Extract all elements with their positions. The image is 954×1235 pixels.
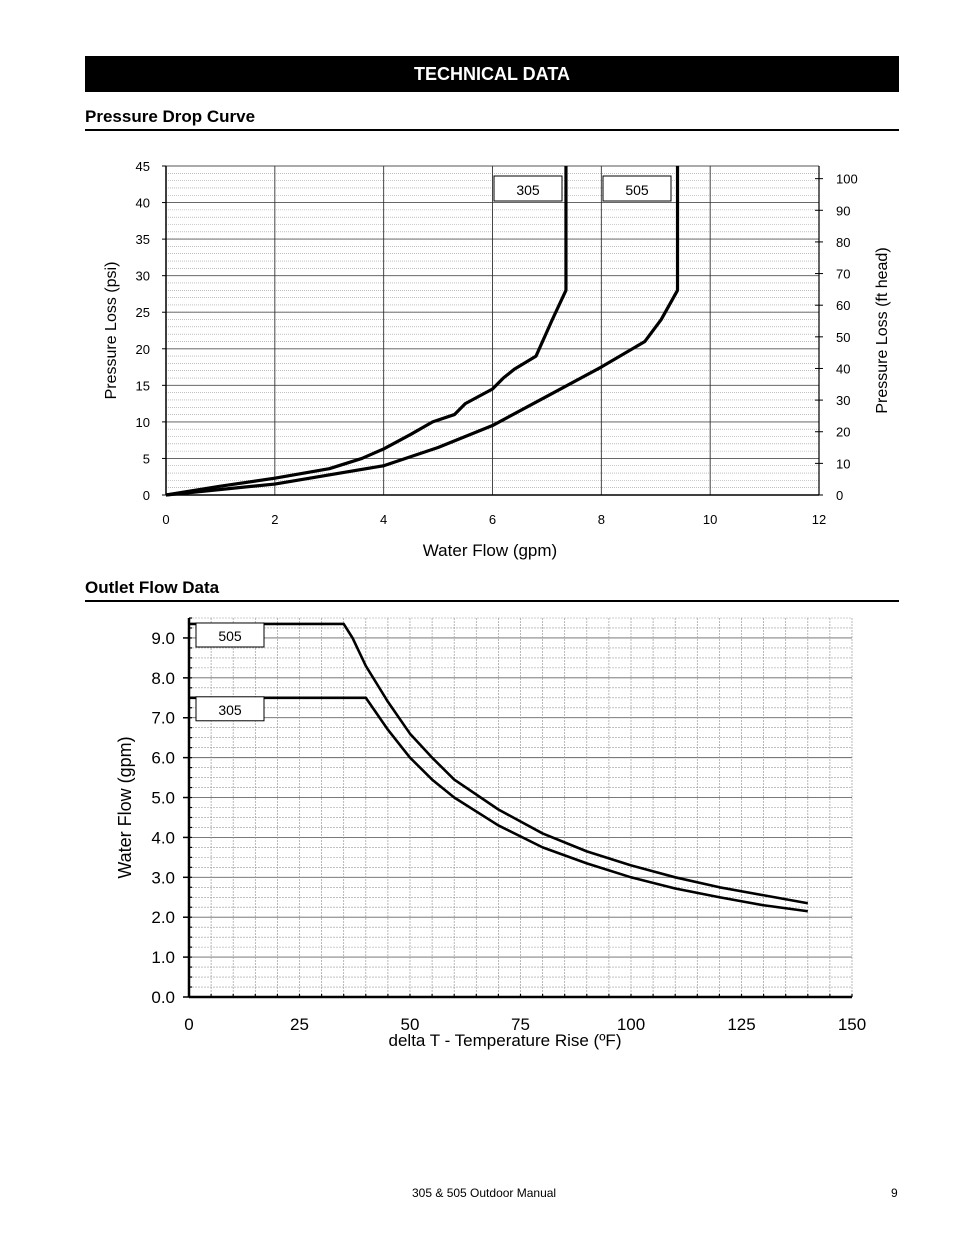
- chart1-x-tick-label: 4: [380, 512, 387, 527]
- chart1-y2-tick-label: 60: [836, 298, 850, 313]
- chart1-y-tick-label: 15: [136, 378, 150, 393]
- chart2-y-tick-label: 6.0: [151, 749, 175, 768]
- chart1-y-tick-label: 35: [136, 232, 150, 247]
- chart1-y-tick-label: 45: [136, 159, 150, 174]
- chart2-ticks: 0.0 1.0 2.0 3.0 4.0 5.0 6.0 7.0 8.0 9.0 0 25 50 75 100…: [151, 617, 866, 1034]
- chart2-grid: [187, 617, 853, 999]
- section-banner: TECHNICAL DATA: [85, 56, 899, 92]
- chart2-series-505: [189, 622, 809, 905]
- chart1-y-tick-label: 25: [136, 305, 150, 320]
- page-number: 9: [891, 1186, 898, 1200]
- chart1-legend-label-305: 305: [516, 182, 540, 198]
- chart2-legend-box-505: [195, 622, 265, 648]
- chart2-y-tick-label: 7.0: [151, 709, 175, 728]
- chart2-x-tick-label: 50: [401, 1015, 420, 1034]
- chart2-y-tick-label: 3.0: [151, 868, 175, 887]
- chart1-series: [165, 166, 680, 497]
- chart1-y-tick-label: 30: [136, 269, 150, 284]
- chart1-y-tick-label: 10: [136, 415, 150, 430]
- pressure-drop-chart: 0510152025303540450102030405060708090100…: [103, 159, 891, 560]
- chart1-series-305: [165, 166, 568, 497]
- chart1-y-tick-label: 20: [136, 342, 150, 357]
- chart2-y-axis-title: Water Flow (gpm): [115, 736, 135, 878]
- chart2-y-tick-label: 9.0: [151, 629, 175, 648]
- chart1-y2-tick-label: 90: [836, 203, 850, 218]
- chart1-y-tick-label: 0: [143, 488, 150, 503]
- chart1-y2-tick-label: 50: [836, 330, 850, 345]
- chart1-ticks: 0510152025303540450102030405060708090100…: [136, 159, 858, 527]
- outlet-flow-chart: 0.0 1.0 2.0 3.0 4.0 5.0 6.0 7.0 8.0 9.0 0 25 50 75 100…: [115, 617, 866, 1050]
- chart1-x-tick-label: 0: [162, 512, 169, 527]
- banner-title: TECHNICAL DATA: [414, 63, 570, 84]
- chart1-y2-tick-label: 0: [836, 488, 843, 503]
- chart1-legend-box-305: [493, 175, 563, 202]
- chart1-y2-tick-label: 20: [836, 425, 850, 440]
- chart2-series-305: [189, 696, 808, 913]
- chart1-y2-tick-label: 100: [836, 172, 858, 187]
- chart1-grid: [165, 165, 820, 496]
- chart2-x-tick-label: 75: [511, 1015, 530, 1034]
- chart2-y-tick-label: 8.0: [151, 669, 175, 688]
- chart1-y2-tick-label: 80: [836, 235, 850, 250]
- chart1-x-axis-title: Water Flow (gpm): [423, 541, 557, 560]
- chart1-legend-label-505: 505: [625, 182, 649, 198]
- chart2-y-tick-label: 2.0: [151, 908, 175, 927]
- chart1-y2-axis-title: Pressure Loss (ft head): [874, 247, 891, 413]
- chart2-x-tick-label: 150: [838, 1015, 866, 1034]
- chart1-legend-box-505: [602, 175, 672, 202]
- chart1-x-tick-label: 8: [598, 512, 605, 527]
- chart2-y-tick-label: 5.0: [151, 789, 175, 808]
- chart2-x-tick-label: 125: [727, 1015, 755, 1034]
- chart1-y-axis-title: Pressure Loss (psi): [103, 262, 120, 400]
- chart1-y2-tick-label: 30: [836, 393, 850, 408]
- chart1-x-tick-label: 10: [703, 512, 717, 527]
- chart1-y2-tick-label: 70: [836, 267, 850, 282]
- chart1-y-tick-label: 5: [143, 451, 150, 466]
- chart1-y2-tick-label: 40: [836, 361, 850, 376]
- chart1-x-tick-label: 2: [271, 512, 278, 527]
- chart2-x-axis-title: delta T - Temperature Rise (ºF): [389, 1031, 622, 1050]
- chart2-series: [189, 622, 809, 913]
- chart2-x-tick-label: 25: [290, 1015, 309, 1034]
- chart1-y-tick-label: 40: [136, 196, 150, 211]
- outlet-flow-heading: Outlet Flow Data: [85, 578, 899, 602]
- chart1-y2-tick-label: 10: [836, 456, 850, 471]
- chart2-legend-box-305: [195, 696, 265, 722]
- chart2-y-tick-label: 0.0: [151, 988, 175, 1007]
- chart2-legend-label-505: 505: [218, 628, 242, 644]
- chart1-x-tick-label: 6: [489, 512, 496, 527]
- chart2-legend-label-305: 305: [218, 702, 242, 718]
- chart2-x-tick-label: 100: [617, 1015, 645, 1034]
- chart1-series-505: [165, 166, 680, 497]
- chart2-y-tick-label: 1.0: [151, 948, 175, 967]
- chart2-x-tick-label: 0: [184, 1015, 193, 1034]
- chart1-x-tick-label: 12: [812, 512, 826, 527]
- chart2-y-tick-label: 4.0: [151, 828, 175, 847]
- chart2-labels: 505 305 delta T - Temperature Rise (ºF) Wat…: [115, 622, 622, 1050]
- pressure-drop-heading: Pressure Drop Curve: [85, 107, 899, 131]
- footer-manual-title: 305 & 505 Outdoor Manual: [412, 1186, 557, 1200]
